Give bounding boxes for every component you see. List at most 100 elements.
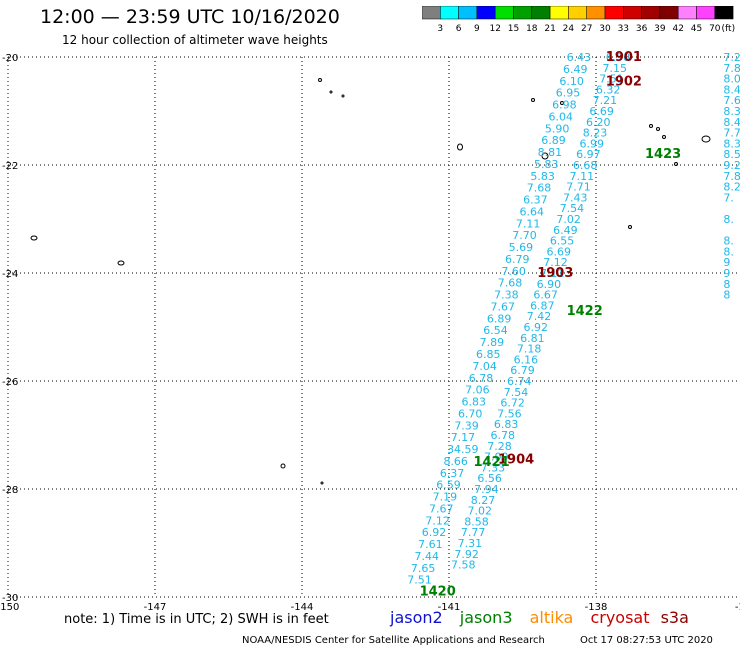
wave-height-label: 7.21	[593, 94, 618, 107]
wave-height-label: 6.64	[520, 205, 545, 218]
legend-color-swatch	[549, 6, 569, 20]
wave-height-label: 6.90	[537, 278, 562, 291]
wave-height-label: 8	[723, 289, 730, 302]
wave-height-label: 7.28	[487, 440, 512, 453]
wave-height-label: 8.58	[464, 515, 489, 528]
map-title: 12:00 — 23:59 UTC 10/16/2020	[40, 6, 340, 28]
legend-color-swatch	[440, 6, 459, 20]
island-marker	[329, 90, 333, 94]
wave-height-label: 7.06	[465, 384, 490, 397]
wave-height-label: 7.67	[429, 502, 454, 515]
wave-height-label: 8	[723, 278, 730, 291]
wave-height-label: 6.68	[573, 159, 598, 172]
island-marker	[318, 78, 322, 82]
island-marker	[701, 135, 711, 143]
wave-height-label: 7.11	[570, 170, 595, 183]
pass-time-label: 1423	[645, 147, 681, 162]
wave-height-label: 7.33	[481, 461, 506, 474]
legend-color-swatch	[513, 6, 533, 20]
island-marker	[531, 98, 535, 102]
legend-tick-label: 24	[563, 24, 575, 34]
wave-height-label: 8.44	[723, 83, 740, 96]
wave-height-label: 6.81	[520, 332, 545, 345]
wave-height-label: 8.36	[723, 137, 740, 150]
wave-height-label: 7.54	[504, 386, 529, 399]
wave-height-label: 7.18	[517, 343, 542, 356]
satellite-tracks: 6.436.496.106.956.986.045.906.898.815.83…	[407, 50, 740, 600]
satellite-jason2: jason2	[390, 608, 443, 627]
legend-color-swatch	[714, 6, 734, 20]
island-marker	[320, 481, 324, 485]
wave-height-label: 8.31	[723, 105, 740, 118]
wave-height-label: 7.11	[516, 217, 541, 230]
island-marker	[457, 143, 463, 151]
wave-height-label: 6.55	[550, 235, 575, 248]
satellite-s3a: s3a	[660, 608, 689, 627]
wave-height-label: 6.79	[510, 364, 535, 377]
island-marker	[30, 235, 38, 241]
wave-height-label: 8.2	[723, 181, 740, 194]
wave-height-label: 5.83	[534, 158, 559, 171]
wave-height-label: 7.65	[411, 562, 436, 575]
legend-color-swatch	[604, 6, 624, 20]
wave-height-label: 6.85	[476, 348, 501, 361]
wave-height-label: 6.99	[579, 137, 604, 150]
wave-height-label: 7.70	[512, 229, 537, 242]
wave-height-label: 6.04	[548, 110, 573, 123]
legend-tick-label: 33	[618, 24, 629, 34]
lat-tick-label: -30	[2, 593, 18, 604]
legend-color-swatch	[458, 6, 478, 20]
legend-tick-label: 21	[544, 24, 555, 34]
wave-height-label: 7.64	[723, 94, 740, 107]
wave-height-label: 7.31	[458, 537, 483, 550]
wave-height-label: 6.98	[552, 99, 577, 112]
legend-tick-label: 45	[691, 24, 702, 34]
island-marker	[674, 162, 678, 166]
lat-lon-grid: -150 -147 -144 -141 -138 -13 -20 -22 -24 -26 -28 -3…	[0, 53, 740, 613]
lon-tick-label: -150	[0, 602, 19, 613]
wave-height-label: 6.92	[422, 526, 447, 539]
islands	[30, 78, 711, 485]
wave-height-label: 7.51	[407, 574, 432, 587]
lat-tick-label: -24	[2, 269, 18, 280]
legend-tick-label: 39	[654, 24, 666, 34]
wave-height-label: 7.89	[480, 336, 505, 349]
wave-height-label: 7.11	[540, 267, 565, 280]
legend-tick-label: 15	[508, 24, 519, 34]
credit-text: NOAA/NESDIS Center for Satellite Applica…	[242, 635, 545, 646]
wave-height-label: 7.68	[498, 277, 523, 290]
wave-height-label: 7.68	[527, 182, 552, 195]
pass-time-label: 1904	[498, 452, 534, 467]
legend-tick-label: 42	[672, 24, 683, 34]
legend-color-swatch	[586, 6, 606, 20]
legend-color-swatch	[659, 6, 679, 20]
wave-height-label: 6.32	[596, 83, 621, 96]
wave-height-label: 8.81	[538, 146, 563, 159]
island-marker	[649, 124, 653, 128]
legend-color-swatch	[696, 6, 716, 20]
wave-height-label: 8.	[723, 235, 734, 248]
wave-height-label: 8.	[723, 245, 734, 258]
legend-tick-label: 3	[437, 24, 443, 34]
legend-color-swatch	[641, 6, 661, 20]
island-marker	[117, 260, 125, 266]
lat-tick-label: -22	[2, 161, 18, 172]
satellite-altika: altika	[529, 608, 574, 627]
wave-height-label: 7.58	[451, 559, 476, 572]
wave-height-label: 7.19	[433, 491, 458, 504]
legend-color-swatch	[494, 6, 514, 20]
wave-height-label: 9.2	[723, 159, 740, 172]
wave-height-label: 6.54	[483, 324, 508, 337]
wave-height-label: 7.61	[418, 538, 443, 551]
wave-height-label: 7.00	[484, 451, 509, 464]
lon-tick-label: -144	[291, 602, 314, 613]
wave-height-label: 6.37	[523, 194, 548, 207]
wave-height-label: 6.49	[563, 63, 588, 76]
wave-height-label: 7.17	[451, 431, 476, 444]
wave-height-label: 6.97	[576, 148, 601, 161]
wave-height-label: 6.78	[491, 429, 516, 442]
lon-tick-label: -138	[585, 602, 608, 613]
wave-height-label: 6.74	[507, 375, 532, 388]
lat-tick-label: -20	[2, 53, 18, 64]
wave-height-label: 7.02	[556, 213, 581, 226]
